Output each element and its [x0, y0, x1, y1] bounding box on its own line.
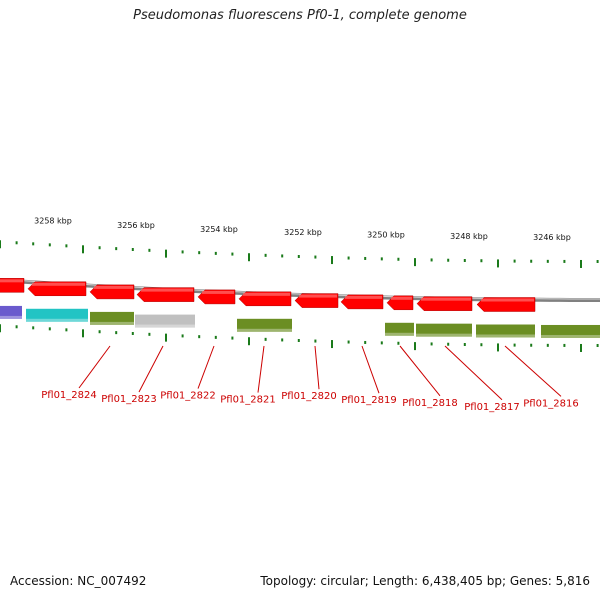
map-title: Pseudomonas fluorescens Pf0-1, complete … [133, 8, 467, 23]
lower-ticks [0, 324, 599, 352]
cds-arrow-shine [391, 296, 412, 300]
annotation-block [416, 323, 472, 337]
cds-arrow-shine [141, 288, 193, 292]
annotation-block [476, 324, 535, 338]
gene-leader-line [361, 345, 380, 394]
feature-track [0, 278, 600, 338]
coordinate-label: 3250 kbp [367, 230, 405, 239]
cds-arrow-shine [0, 279, 23, 283]
annotation-block [541, 324, 600, 338]
coordinate-label: 3254 kbp [200, 225, 238, 234]
annotation-block [90, 311, 134, 325]
annotation-block [26, 308, 88, 322]
gene-labels: Pfl01_2824 Pfl01_2823 Pfl01_2822 Pfl01_2821… [41, 345, 579, 413]
gene-label: Pfl01_2818 [402, 398, 458, 409]
cds-arrow-shine [243, 292, 290, 296]
cds-arrow-shine [94, 285, 133, 289]
gene-leader-line [504, 345, 562, 397]
annotation-block-shine [416, 333, 472, 337]
gene-label: Pfl01_2817 [464, 402, 520, 413]
cds-arrow-shine [32, 282, 85, 286]
annotation-block-shine [135, 324, 195, 328]
coordinate-label: 3248 kbp [450, 232, 488, 241]
annotation-block-shine [385, 332, 414, 336]
gene-leader-line [197, 345, 215, 389]
annotation-block-shine [0, 315, 22, 319]
annotation-block [135, 314, 195, 328]
topology-text: Topology: circular; Length: 6,438,405 bp… [260, 574, 590, 588]
annotation-block [0, 305, 22, 319]
gene-leader-line [314, 345, 320, 390]
cds-arrow-shine [421, 297, 471, 301]
gene-leader-line [444, 345, 503, 401]
coordinate-label: 3258 kbp [34, 217, 72, 226]
gene-label: Pfl01_2822 [160, 391, 216, 402]
annotation-block [385, 322, 414, 336]
coordinate-labels: 3258 kbp 3256 kbp 3254 kbp 3252 kbp 3250 kbp… [34, 217, 571, 242]
annotation-block-shine [237, 328, 292, 332]
coordinate-ticks [0, 240, 599, 268]
annotation-block [237, 318, 292, 332]
gene-label: Pfl01_2816 [523, 398, 579, 409]
coordinate-label: 3246 kbp [533, 233, 571, 242]
coordinate-label: 3256 kbp [117, 221, 155, 230]
cds-arrow-shine [299, 294, 337, 298]
gene-leader-line [78, 345, 111, 389]
cds-arrow-shine [481, 298, 534, 302]
coordinate-label: 3252 kbp [284, 228, 322, 237]
gene-label: Pfl01_2824 [41, 390, 97, 401]
annotation-block-shine [26, 318, 88, 322]
gene-label: Pfl01_2823 [101, 394, 157, 405]
gene-label: Pfl01_2821 [220, 395, 276, 406]
cds-arrow-shine [345, 295, 382, 299]
gene-leader-line [399, 345, 441, 397]
cds-arrow-shine [202, 290, 234, 294]
accession-text: Accession: NC_007492 [10, 574, 147, 588]
annotation-block-shine [90, 321, 134, 325]
gene-label: Pfl01_2820 [281, 391, 337, 402]
annotation-block-shine [476, 334, 535, 338]
gene-leader-line [138, 345, 164, 393]
gene-label: Pfl01_2819 [341, 395, 397, 406]
annotation-block-shine [541, 334, 600, 338]
gene-leader-line [257, 345, 265, 393]
